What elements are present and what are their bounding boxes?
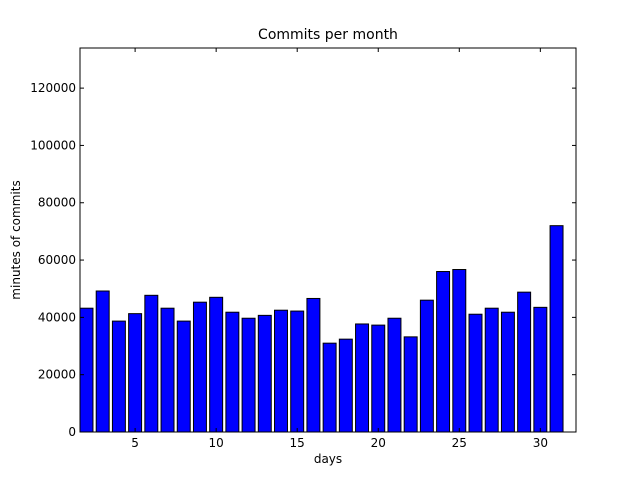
bar-day-17 [322, 342, 337, 433]
bar-day-26 [468, 313, 483, 433]
bar-day-25 [452, 269, 467, 433]
bar-day-21 [387, 317, 402, 433]
x-tick-label: 20 [371, 436, 386, 450]
bar-day-29 [517, 291, 532, 433]
bar-day-30 [533, 306, 548, 433]
plot-frame [79, 47, 577, 433]
bar-day-22 [403, 336, 418, 433]
bar-day-8 [176, 320, 191, 433]
bar-day-18 [338, 338, 353, 433]
bar-day-13 [257, 314, 272, 433]
y-tick-label: 40000 [38, 310, 76, 324]
y-axis-title: minutes of commits [9, 180, 23, 299]
bar-day-4 [111, 320, 126, 433]
x-tick-label: 30 [533, 436, 548, 450]
bar-day-28 [500, 311, 515, 433]
bar-day-19 [355, 323, 370, 433]
bars-group [79, 225, 564, 433]
x-tick-label: 25 [452, 436, 467, 450]
bar-day-6 [144, 294, 159, 433]
bar-day-14 [274, 309, 288, 433]
x-axis-title: days [314, 452, 342, 466]
y-tick-label: 0 [68, 425, 76, 439]
bar-day-7 [160, 307, 175, 433]
bar-day-11 [225, 311, 240, 433]
y-tick-label: 20000 [38, 368, 76, 382]
bar-day-20 [371, 324, 386, 433]
y-tick-label: 80000 [38, 196, 76, 210]
bar-day-12 [241, 317, 256, 433]
bar-day-5 [128, 313, 143, 433]
bar-day-10 [209, 296, 224, 433]
bar-day-3 [95, 290, 110, 433]
x-tick-label: 5 [131, 436, 139, 450]
bar-day-23 [419, 299, 434, 433]
bar-day-2 [79, 307, 94, 433]
x-tick-label: 10 [209, 436, 224, 450]
bar-day-15 [290, 310, 305, 433]
y-tick-label: 120000 [30, 81, 76, 95]
bar-day-24 [436, 271, 451, 433]
y-tick-label: 60000 [38, 253, 76, 267]
ticks-group: 5 10 15 20 25 30 0 20000 40000 60000 80000 100000 12… [30, 48, 576, 450]
bar-day-31 [549, 225, 564, 433]
bar-day-27 [484, 307, 499, 433]
y-tick-label: 100000 [30, 138, 76, 152]
chart-title: Commits per month [258, 27, 398, 43]
x-tick-label: 15 [290, 436, 305, 450]
bar-day-9 [192, 301, 207, 433]
bar-day-16 [306, 297, 321, 433]
